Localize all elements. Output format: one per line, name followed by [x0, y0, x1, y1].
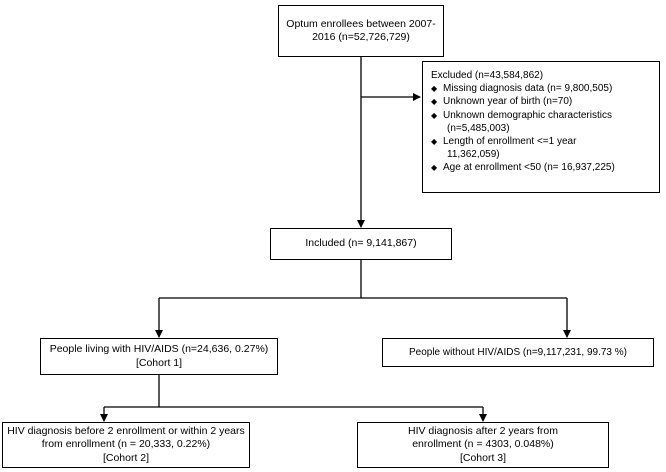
- hiv-box: People living with HIV/AIDS (n=24,636, 0…: [40, 338, 278, 375]
- cohort3-line3: [Cohort 3]: [459, 451, 507, 464]
- excluded-item: ◆ Age at enrollment <50 (n= 16,937,225): [431, 161, 653, 174]
- bullet-icon: ◆: [431, 163, 438, 173]
- bullet-icon: ◆: [431, 137, 438, 147]
- excluded-item-text: Missing diagnosis data (n= 9,800,505): [443, 83, 613, 95]
- cohort2-box: HIV diagnosis before 2 enrollment or wit…: [2, 422, 250, 468]
- included-box: Included (n= 9,141,867): [270, 228, 452, 260]
- cohort3-line2: enrollment (n = 4303, 0.048%): [412, 438, 554, 451]
- bullet-icon: ◆: [431, 110, 438, 120]
- enrollees-box: Optum enrollees between 2007- 2016 (n=52…: [278, 5, 444, 57]
- excluded-heading: Excluded (n=43,584,862): [431, 70, 544, 81]
- cohort2-line1: HIV diagnosis before 2 enrollment or wit…: [7, 424, 245, 437]
- excluded-item: ◆ Missing diagnosis data (n= 9,800,505): [431, 82, 653, 95]
- cohort2-line3: [Cohort 2]: [102, 451, 150, 464]
- bullet-icon: ◆: [431, 97, 438, 107]
- excluded-item-text: Length of enrollment <=1 year: [443, 136, 577, 148]
- cohort3-line1: HIV diagnosis after 2 years from: [408, 424, 558, 437]
- excluded-item: ◆ Length of enrollment <=1 year 11,362,0…: [431, 135, 653, 161]
- excluded-item-continuation: (n=5,485,003): [447, 122, 510, 134]
- excluded-item-text: Unknown year of birth (n=70): [443, 96, 573, 108]
- excluded-item-text: Unknown demographic characteristics: [443, 109, 612, 121]
- cohort2-line2: from enrollment (n = 20,333, 0.22%): [41, 438, 211, 451]
- excluded-item: ◆ Unknown demographic characteristics (n…: [431, 109, 653, 135]
- excluded-item-continuation: 11,362,059): [447, 149, 500, 161]
- no-hiv-text: People without HIV/AIDS (n=9,117,231, 99…: [408, 346, 627, 358]
- hiv-line2: [Cohort 1]: [135, 356, 183, 369]
- included-text: Included (n= 9,141,867): [305, 237, 417, 250]
- enrollees-line2: 2016 (n=52,726,729): [312, 31, 410, 43]
- no-hiv-box: People without HIV/AIDS (n=9,117,231, 99…: [382, 338, 654, 367]
- excluded-item-text: Age at enrollment <50 (n= 16,937,225): [443, 162, 615, 174]
- hiv-line1: People living with HIV/AIDS (n=24,636, 0…: [49, 343, 269, 355]
- enrollees-line1: Optum enrollees between 2007-: [286, 17, 436, 30]
- bullet-icon: ◆: [431, 84, 438, 94]
- excluded-box: Excluded (n=43,584,862) ◆ Missing diagno…: [422, 61, 660, 193]
- cohort3-box: HIV diagnosis after 2 years from enrollm…: [357, 422, 609, 468]
- excluded-item: ◆ Unknown year of birth (n=70): [431, 95, 653, 108]
